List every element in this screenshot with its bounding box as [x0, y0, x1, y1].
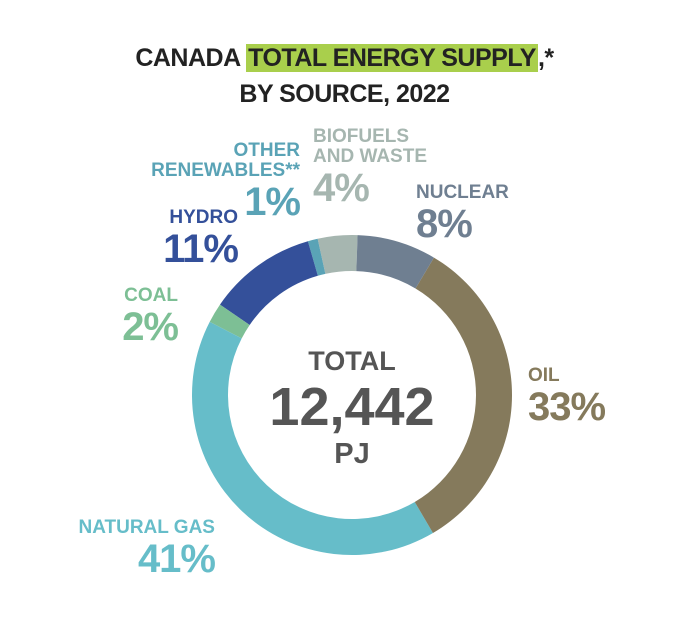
- category-label: NATURAL GAS: [78, 517, 215, 538]
- category-label: COAL: [124, 285, 178, 306]
- donut-slice: [219, 241, 318, 325]
- value-label: 11%: [163, 226, 239, 271]
- donut-slice: [209, 304, 250, 339]
- slice-label: NUCLEAR 8%: [416, 183, 536, 245]
- slice-label: COAL 2%: [60, 285, 179, 349]
- slice-label: HYDRO 11%: [60, 207, 239, 271]
- value-label: 2%: [122, 304, 179, 349]
- category-label: OTHER RENEWABLES**: [151, 140, 300, 181]
- donut-slice: [191, 321, 433, 556]
- value-label: 33%: [528, 384, 606, 429]
- center-label: PJ: [334, 438, 369, 470]
- title-part: ,*: [537, 44, 554, 72]
- category-label: BIOFUELS AND WASTE: [313, 126, 427, 167]
- chart-subtitle: BY SOURCE, 2022: [239, 80, 450, 108]
- slice-label: BIOFUELS AND WASTE 4%: [313, 127, 443, 209]
- slice-label: OTHER RENEWABLES** 1%: [130, 140, 301, 224]
- donut-slice: [307, 238, 326, 276]
- value-label: 4%: [313, 165, 370, 210]
- center-label: 12,442: [269, 377, 434, 437]
- value-label: 8%: [416, 201, 473, 246]
- value-label: 41%: [137, 536, 216, 581]
- donut-slice: [356, 235, 434, 289]
- title-part: CANADA: [135, 44, 240, 72]
- chart-title: CANADA TOTAL ENERGY SUPPLY,*: [0, 44, 689, 73]
- category-label: OIL: [528, 365, 560, 386]
- slice-label: OIL 33%: [528, 366, 648, 428]
- category-label: NUCLEAR: [416, 182, 509, 203]
- donut-slice: [317, 235, 358, 274]
- title-highlight: TOTAL ENERGY SUPPLY: [246, 44, 538, 72]
- slice-label: NATURAL GAS 41%: [40, 517, 216, 581]
- category-label: HYDRO: [169, 207, 238, 228]
- value-label: 1%: [244, 179, 301, 224]
- center-label: TOTAL: [308, 346, 396, 376]
- donut-slice: [414, 257, 512, 534]
